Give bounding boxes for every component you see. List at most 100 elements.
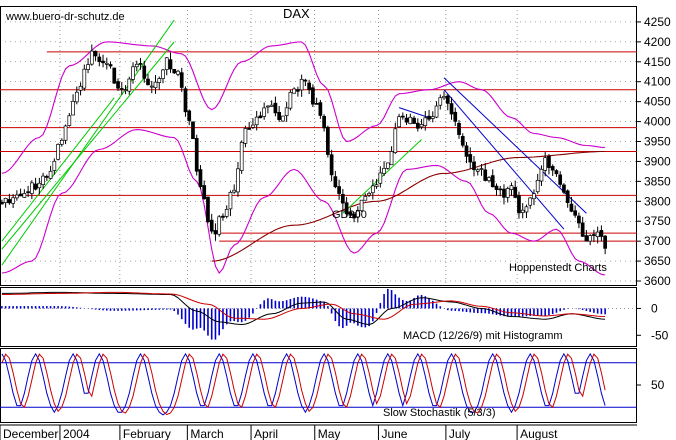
x-tick-label: February xyxy=(123,427,171,440)
candle-up xyxy=(176,70,180,75)
candle-up xyxy=(281,115,285,122)
candle-down xyxy=(311,87,315,105)
ticks-layer: December 2004 February March April May June Jul… xyxy=(3,15,671,440)
candle-up xyxy=(479,168,484,170)
candle-up xyxy=(266,105,270,108)
candle-down xyxy=(550,166,555,171)
candle-down xyxy=(221,215,225,218)
panel-frame-2 xyxy=(0,348,637,423)
candle-up xyxy=(41,175,45,185)
candle-down xyxy=(400,115,405,118)
candle-up xyxy=(239,142,244,171)
candle-down xyxy=(449,103,454,115)
candle-up xyxy=(127,78,132,92)
y-tick-label: 3950 xyxy=(644,135,671,149)
candle-down xyxy=(183,88,188,113)
blue-short-line xyxy=(398,107,430,119)
panel-frame-0 xyxy=(0,6,637,286)
candle-down xyxy=(273,102,278,114)
x-tick-label: December xyxy=(3,427,58,440)
candle-down xyxy=(93,50,98,57)
chart-title: DAX xyxy=(283,6,310,21)
candle-up xyxy=(389,151,394,166)
candle-down xyxy=(490,175,495,188)
y-tick-label: 3800 xyxy=(644,194,671,208)
candle-down xyxy=(194,138,199,172)
candle-down xyxy=(101,60,105,64)
candle-up xyxy=(15,194,19,199)
candle-up xyxy=(438,97,443,106)
candle-up xyxy=(131,66,135,80)
candle-up xyxy=(487,177,491,182)
candle-up xyxy=(30,182,34,194)
series-layer xyxy=(0,19,637,416)
candle-down xyxy=(404,117,409,123)
candles-layer xyxy=(0,44,608,255)
candle-up xyxy=(157,78,162,83)
candle-up xyxy=(430,116,435,119)
candle-up xyxy=(520,209,525,213)
candle-down xyxy=(322,116,326,129)
candle-up xyxy=(232,189,237,193)
candle-up xyxy=(292,88,296,94)
candle-up xyxy=(419,124,424,128)
y-tick-label: 4050 xyxy=(644,95,671,109)
candle-up xyxy=(475,169,480,172)
candle-down xyxy=(97,56,102,62)
candle-down xyxy=(348,211,353,216)
candle-up xyxy=(363,196,368,201)
watermark-text: www.buero-dr-schutz.de xyxy=(5,11,125,23)
candle-down xyxy=(168,59,173,70)
candle-down xyxy=(142,65,147,79)
candle-down xyxy=(464,145,469,157)
candle-down xyxy=(565,190,570,204)
candle-up xyxy=(397,116,401,128)
candle-up xyxy=(393,128,398,154)
y-tick-label: 3850 xyxy=(644,174,671,188)
candle-down xyxy=(577,215,581,224)
candle-down xyxy=(453,111,458,122)
macd-signal-line xyxy=(1,291,606,320)
x-tick-label: May xyxy=(318,427,341,440)
candle-up xyxy=(370,185,375,194)
gd200-line xyxy=(211,150,606,262)
candle-up xyxy=(164,57,169,70)
stoch-tick-label: 50 xyxy=(651,378,665,392)
candle-down xyxy=(554,170,559,175)
candle-up xyxy=(228,192,233,210)
candle-down xyxy=(472,161,476,171)
x-tick-label: July xyxy=(449,427,470,440)
source-label: Hoppenstedt Charts xyxy=(509,262,607,274)
candle-down xyxy=(592,234,596,236)
candle-up xyxy=(78,85,83,91)
candle-up xyxy=(153,81,158,89)
y-tick-label: 3600 xyxy=(644,274,671,288)
candle-down xyxy=(468,154,473,163)
candle-down xyxy=(303,79,308,82)
stochastic-label: Slow Stochastik (5/3/3) xyxy=(383,407,496,419)
candle-down xyxy=(427,115,431,120)
y-tick-label: 4100 xyxy=(644,75,671,89)
candle-up xyxy=(89,50,94,65)
candle-down xyxy=(172,68,177,74)
candle-down xyxy=(198,169,203,187)
candle-down xyxy=(202,185,207,200)
candle-up xyxy=(355,209,360,218)
candle-down xyxy=(314,103,319,105)
candle-up xyxy=(367,193,371,196)
candle-up xyxy=(74,91,79,103)
candle-up xyxy=(284,107,289,116)
candle-down xyxy=(517,195,521,214)
candle-down xyxy=(329,154,334,176)
candle-up xyxy=(236,168,240,193)
candle-down xyxy=(7,199,12,204)
candle-down xyxy=(0,201,4,205)
candle-up xyxy=(385,162,390,169)
x-tick-label: June xyxy=(381,427,407,440)
green-trend-line xyxy=(1,97,115,242)
candle-up xyxy=(161,69,165,79)
candle-up xyxy=(37,182,42,189)
candle-down xyxy=(412,117,416,124)
candle-down xyxy=(119,88,124,90)
candle-up xyxy=(442,96,446,99)
